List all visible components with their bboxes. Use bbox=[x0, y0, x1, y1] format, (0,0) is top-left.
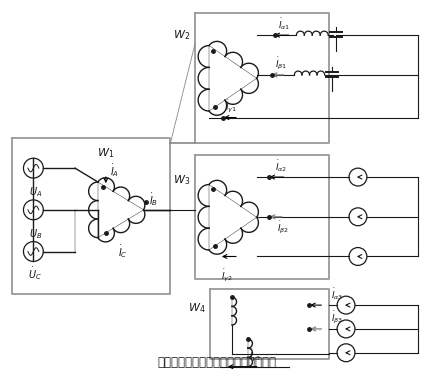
Text: $W_4$: $W_4$ bbox=[187, 301, 204, 315]
Text: 谐波隔离四绕组电力变压器的电路结构: 谐波隔离四绕组电力变压器的电路结构 bbox=[157, 356, 276, 369]
Text: $\dot{I}_{\beta 2}$: $\dot{I}_{\beta 2}$ bbox=[276, 220, 288, 236]
Text: $W_1$: $W_1$ bbox=[97, 146, 114, 160]
Text: $\dot{I}_{\alpha 3}$: $\dot{I}_{\alpha 3}$ bbox=[330, 286, 343, 302]
Text: $\dot{I}_{\alpha 1}$: $\dot{I}_{\alpha 1}$ bbox=[278, 17, 290, 32]
Text: $\dot{I}_{\gamma 2}$: $\dot{I}_{\gamma 2}$ bbox=[220, 269, 232, 285]
Text: $\dot{U}_B$: $\dot{U}_B$ bbox=[29, 224, 42, 240]
Text: $\dot{I}_C$: $\dot{I}_C$ bbox=[118, 243, 127, 261]
Text: $\dot{I}_{\gamma 1}$: $\dot{I}_{\gamma 1}$ bbox=[224, 98, 237, 114]
Text: $W_3$: $W_3$ bbox=[173, 173, 190, 187]
Text: $\dot{I}_{\beta 1}$: $\dot{I}_{\beta 1}$ bbox=[275, 56, 287, 72]
Text: $\dot{I}_{\beta 3}$: $\dot{I}_{\beta 3}$ bbox=[330, 310, 342, 326]
Text: $\dot{I}_{\gamma 3}$: $\dot{I}_{\gamma 3}$ bbox=[248, 347, 260, 364]
Text: $\dot{I}_{\alpha 2}$: $\dot{I}_{\alpha 2}$ bbox=[275, 159, 287, 174]
Text: $\dot{I}_A$: $\dot{I}_A$ bbox=[109, 162, 118, 179]
Text: $\dot{U}_C$: $\dot{U}_C$ bbox=[28, 266, 42, 282]
Text: $W_2$: $W_2$ bbox=[173, 28, 190, 42]
Text: $\dot{U}_A$: $\dot{U}_A$ bbox=[29, 182, 42, 199]
Text: $\dot{I}_B$: $\dot{I}_B$ bbox=[148, 191, 158, 208]
